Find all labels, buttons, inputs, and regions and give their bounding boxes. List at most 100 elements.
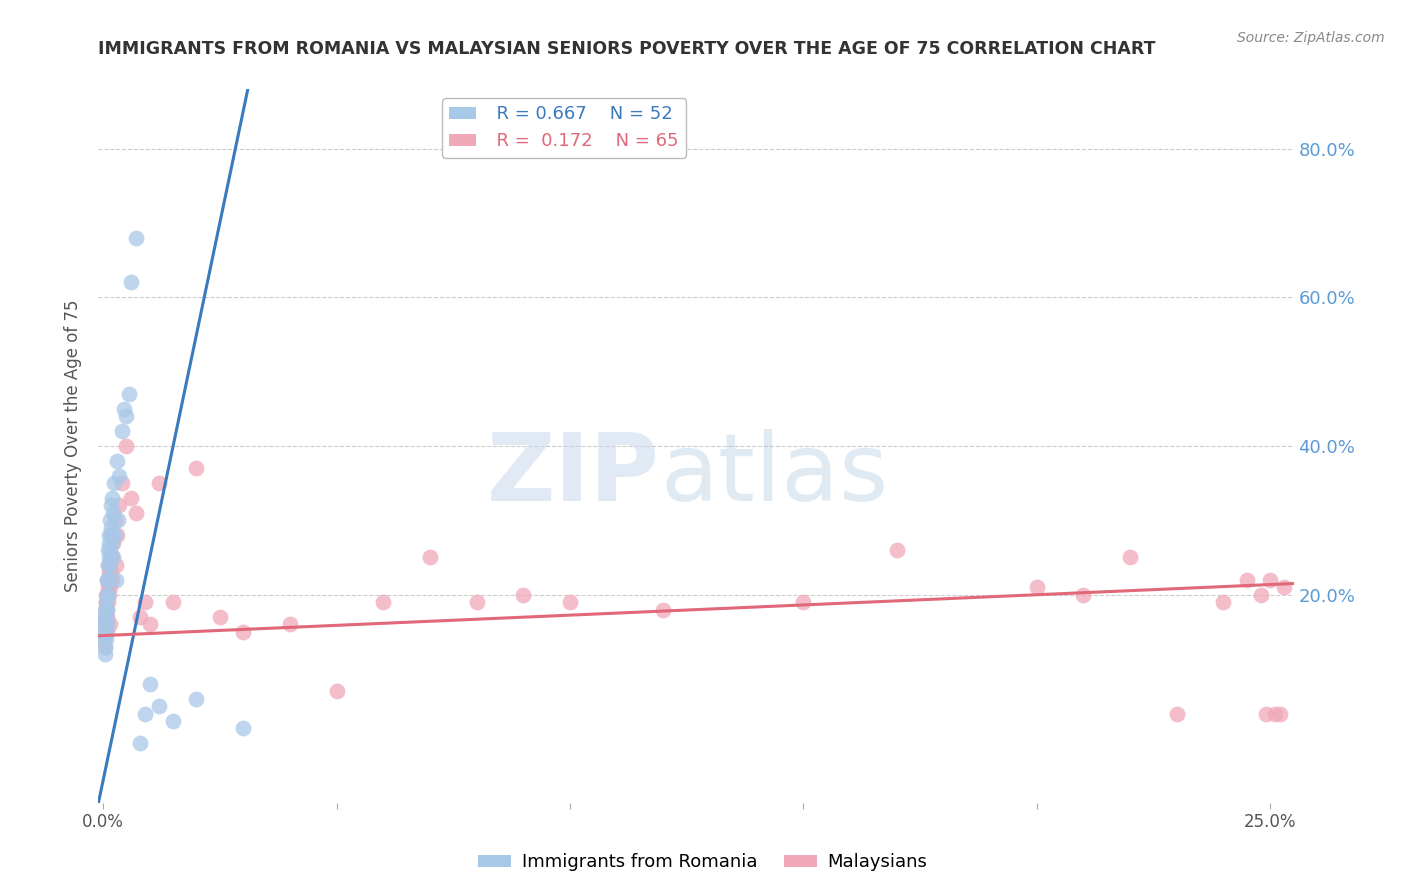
- Point: [94, 640, 117, 654]
- Point: [1258, 573, 1281, 587]
- Point: [103, 506, 125, 520]
- Point: [94, 610, 117, 624]
- Point: [96, 617, 118, 632]
- Point: [1272, 580, 1295, 594]
- Point: [94, 602, 117, 616]
- Point: [208, 610, 231, 624]
- Point: [134, 706, 156, 721]
- Point: [94, 624, 117, 639]
- Point: [93, 617, 115, 632]
- Point: [94, 647, 117, 661]
- Point: [108, 468, 131, 483]
- Point: [97, 550, 120, 565]
- Text: ZIP: ZIP: [488, 428, 661, 521]
- Point: [886, 543, 908, 558]
- Point: [232, 624, 254, 639]
- Point: [139, 677, 162, 691]
- Point: [105, 558, 128, 572]
- Y-axis label: Seniors Poverty Over the Age of 75: Seniors Poverty Over the Age of 75: [65, 300, 83, 592]
- Point: [96, 573, 118, 587]
- Point: [120, 276, 142, 290]
- Point: [465, 595, 488, 609]
- Point: [1073, 588, 1095, 602]
- Point: [118, 387, 141, 401]
- Point: [1254, 706, 1277, 721]
- Point: [162, 595, 184, 609]
- Point: [96, 624, 118, 639]
- Point: [111, 424, 134, 438]
- Point: [148, 476, 170, 491]
- Point: [94, 595, 117, 609]
- Point: [93, 632, 115, 647]
- Point: [107, 513, 129, 527]
- Point: [115, 439, 138, 453]
- Point: [129, 610, 152, 624]
- Point: [100, 528, 122, 542]
- Text: Source: ZipAtlas.com: Source: ZipAtlas.com: [1237, 31, 1385, 45]
- Point: [105, 454, 128, 468]
- Point: [97, 573, 120, 587]
- Point: [96, 610, 118, 624]
- Point: [96, 602, 118, 616]
- Point: [104, 513, 127, 527]
- Point: [125, 231, 148, 245]
- Point: [94, 640, 117, 654]
- Point: [1264, 706, 1286, 721]
- Point: [101, 550, 124, 565]
- Point: [148, 699, 170, 714]
- Point: [100, 521, 122, 535]
- Point: [96, 573, 118, 587]
- Point: [108, 499, 131, 513]
- Point: [96, 595, 118, 609]
- Point: [1268, 706, 1291, 721]
- Point: [97, 558, 120, 572]
- Point: [100, 528, 122, 542]
- Point: [186, 691, 208, 706]
- Point: [98, 617, 121, 632]
- Point: [96, 588, 118, 602]
- Point: [373, 595, 395, 609]
- Point: [111, 476, 134, 491]
- Point: [558, 595, 581, 609]
- Point: [1250, 588, 1272, 602]
- Point: [325, 684, 347, 698]
- Point: [96, 588, 118, 602]
- Point: [94, 617, 117, 632]
- Point: [96, 610, 118, 624]
- Point: [162, 714, 184, 728]
- Point: [1212, 595, 1234, 609]
- Point: [1166, 706, 1188, 721]
- Point: [115, 409, 138, 424]
- Point: [419, 550, 441, 565]
- Point: [97, 595, 120, 609]
- Point: [512, 588, 534, 602]
- Point: [652, 602, 675, 616]
- Point: [101, 491, 124, 505]
- Point: [94, 617, 117, 632]
- Point: [232, 722, 254, 736]
- Point: [186, 461, 208, 475]
- Point: [98, 580, 121, 594]
- Legend: Immigrants from Romania, Malaysians: Immigrants from Romania, Malaysians: [471, 847, 935, 879]
- Point: [125, 506, 148, 520]
- Point: [100, 566, 122, 580]
- Point: [103, 535, 125, 549]
- Point: [105, 528, 128, 542]
- Point: [94, 602, 117, 616]
- Point: [93, 617, 115, 632]
- Point: [100, 499, 122, 513]
- Point: [112, 401, 135, 416]
- Point: [101, 573, 124, 587]
- Point: [100, 550, 122, 565]
- Point: [94, 632, 117, 647]
- Point: [104, 528, 127, 542]
- Point: [1119, 550, 1142, 565]
- Point: [96, 610, 118, 624]
- Point: [94, 624, 117, 639]
- Point: [97, 528, 120, 542]
- Legend:   R = 0.667    N = 52,   R =  0.172    N = 65: R = 0.667 N = 52, R = 0.172 N = 65: [441, 98, 686, 158]
- Point: [94, 610, 117, 624]
- Point: [96, 602, 118, 616]
- Point: [101, 550, 124, 565]
- Point: [104, 573, 127, 587]
